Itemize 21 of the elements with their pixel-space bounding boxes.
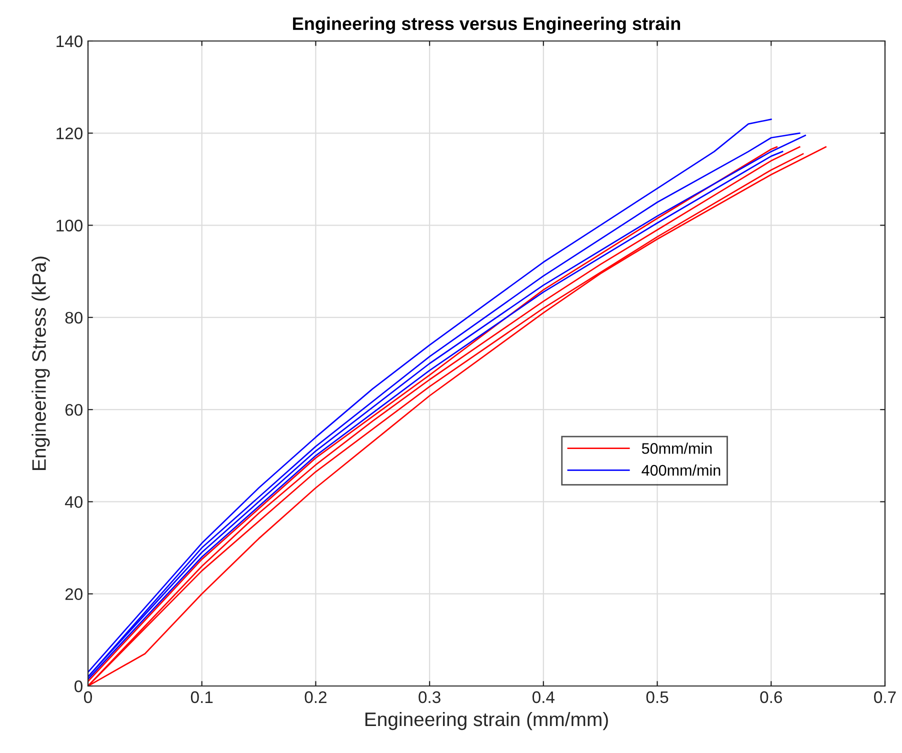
x-tick-label: 0.3 [418, 691, 440, 704]
x-tick-label: 0.5 [646, 691, 668, 704]
x-tick-label: 0.1 [190, 691, 213, 704]
y-tick-label: 80 [65, 312, 82, 324]
y-tick-label: 0 [74, 680, 82, 692]
y-tick-label: 60 [65, 404, 82, 416]
legend-label: 50mm/min [642, 442, 712, 454]
y-tick-label: 140 [56, 35, 82, 48]
y-tick-label: 40 [64, 496, 82, 508]
y-axis-title: Engineering Stress (kPa) [32, 256, 50, 470]
y-tick-label: 100 [56, 220, 82, 232]
x-axis-title: Engineering strain (mm/mm) [365, 712, 608, 730]
x-tick-label: 0 [84, 691, 92, 704]
x-tick-label: 0.6 [760, 691, 782, 704]
x-tick-label: 0.2 [304, 691, 326, 704]
x-tick-label: 0.7 [874, 691, 896, 704]
y-tick-label: 120 [56, 128, 82, 140]
legend-label: 400mm/min [642, 464, 720, 476]
x-tick-label: 0.4 [532, 691, 555, 704]
chart-title: Engineering stress versus Engineering strain [293, 16, 680, 34]
y-tick-label: 20 [65, 588, 82, 600]
